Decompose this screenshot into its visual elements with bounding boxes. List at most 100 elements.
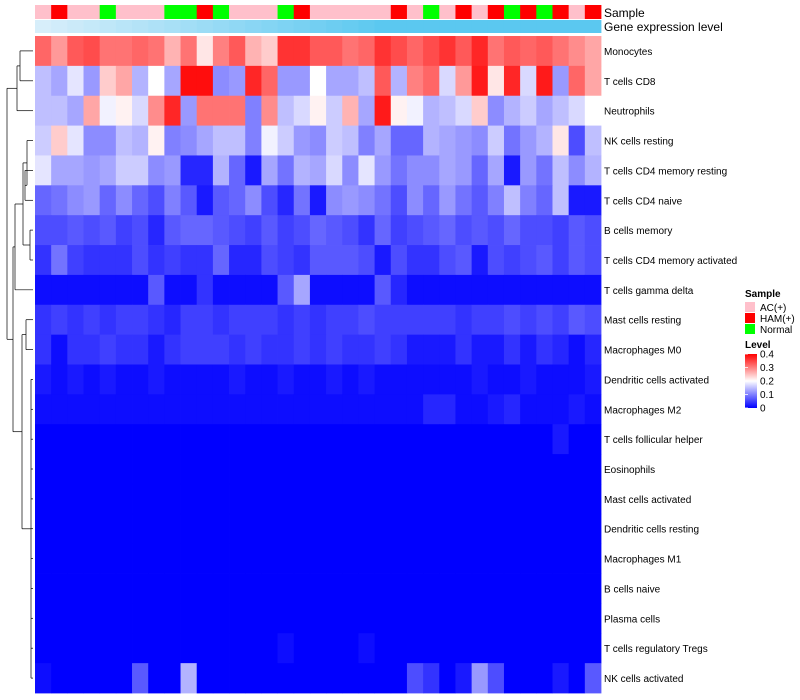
heatmap-cell (374, 185, 392, 216)
heatmap-cell (212, 215, 230, 246)
sample-annotation-cell (471, 5, 489, 19)
heatmap-cell (245, 95, 262, 126)
heatmap-cell (196, 573, 214, 604)
heatmap-cell (212, 65, 230, 97)
heatmap-cell (67, 633, 84, 664)
heatmap-cell (326, 274, 343, 306)
heatmap-cell (245, 663, 262, 694)
heatmap-cell (180, 155, 198, 186)
heatmap-cell (245, 155, 262, 186)
heatmap-cell (455, 603, 473, 634)
heatmap-cell (309, 633, 327, 664)
heatmap-cell (148, 454, 165, 485)
heatmap-cell (568, 304, 586, 336)
gene-annotation-cell (342, 20, 359, 33)
heatmap-cell (261, 36, 278, 67)
heatmap-cell (503, 125, 521, 156)
heatmap-cell (471, 663, 489, 694)
heatmap-cell (471, 483, 489, 515)
heatmap-cell (568, 36, 586, 67)
heatmap-cell (51, 65, 68, 97)
legend-swatch (745, 313, 755, 323)
sample-annotation-cell (390, 5, 408, 19)
heatmap-cell (196, 483, 214, 515)
heatmap-cell (406, 603, 424, 634)
heatmap-cell (277, 483, 295, 515)
heatmap-cell (439, 633, 456, 664)
heatmap-cell (115, 185, 133, 216)
heatmap-cell (83, 573, 101, 604)
heatmap-cell (83, 65, 101, 97)
heatmap-cell (536, 65, 553, 97)
heatmap-cell (487, 424, 505, 455)
heatmap-cell (503, 424, 521, 455)
gene-annotation-label: Gene expression level (604, 20, 723, 34)
heatmap-cell (148, 513, 165, 545)
heatmap-cell (229, 364, 246, 395)
heatmap-cell (245, 274, 262, 306)
heatmap-cell (552, 424, 570, 455)
gene-annotation-cell (423, 20, 440, 33)
heatmap-cell (568, 185, 586, 216)
heatmap-cell (503, 454, 521, 485)
heatmap-cell (196, 663, 214, 694)
heatmap-cell (374, 394, 392, 425)
heatmap-cell (277, 364, 295, 395)
heatmap-cell (277, 245, 295, 276)
heatmap-cell (212, 603, 230, 634)
heatmap-cell (471, 573, 489, 604)
heatmap-cell (196, 513, 214, 545)
heatmap-cell (99, 454, 117, 485)
heatmap-cell (229, 65, 246, 97)
heatmap-cell (293, 215, 311, 246)
heatmap-cell (132, 424, 149, 455)
heatmap-cell (67, 95, 84, 126)
heatmap-cell (277, 663, 295, 694)
heatmap-cell (520, 424, 537, 455)
heatmap-cell (552, 245, 570, 276)
heatmap-cell (164, 394, 181, 425)
heatmap-cell (552, 573, 570, 604)
heatmap-cell (51, 95, 68, 126)
heatmap-cell (293, 663, 311, 694)
gene-annotation-cell (229, 20, 246, 33)
heatmap-cell (439, 274, 456, 306)
heatmap-cell (520, 304, 537, 336)
heatmap-cell (374, 573, 392, 604)
heatmap-cell (83, 95, 101, 126)
heatmap-cell (83, 483, 101, 515)
heatmap-cell (83, 454, 101, 485)
heatmap-cell (390, 185, 408, 216)
heatmap-cell (423, 573, 440, 604)
heatmap-cell (132, 65, 149, 97)
heatmap-cell (132, 663, 149, 694)
heatmap-cell (406, 334, 424, 365)
heatmap-cell (406, 125, 424, 156)
heatmap-cell (309, 573, 327, 604)
heatmap-cell (164, 36, 181, 67)
heatmap-cell (471, 215, 489, 246)
heatmap-cell (406, 573, 424, 604)
heatmap-cell (115, 95, 133, 126)
heatmap-cell (212, 573, 230, 604)
heatmap-cell (83, 215, 101, 246)
heatmap-cell (326, 185, 343, 216)
heatmap-cell (536, 573, 553, 604)
heatmap-cell (471, 95, 489, 126)
heatmap-cell (584, 663, 602, 694)
heatmap-cell (309, 245, 327, 276)
heatmap-cell (148, 36, 165, 67)
heatmap-cell (584, 215, 602, 246)
heatmap-cell (67, 36, 84, 67)
gene-annotation-cell (503, 20, 521, 33)
level-tick-label: 0 (760, 404, 766, 415)
gene-annotation-cell (293, 20, 311, 33)
heatmap-cell (115, 663, 133, 694)
heatmap-cell (261, 334, 278, 365)
heatmap-cell (35, 334, 52, 365)
heatmap-cell (503, 394, 521, 425)
heatmap-cell (35, 663, 52, 694)
heatmap-cell (439, 95, 456, 126)
heatmap-cell (487, 155, 505, 186)
heatmap-cell (406, 185, 424, 216)
